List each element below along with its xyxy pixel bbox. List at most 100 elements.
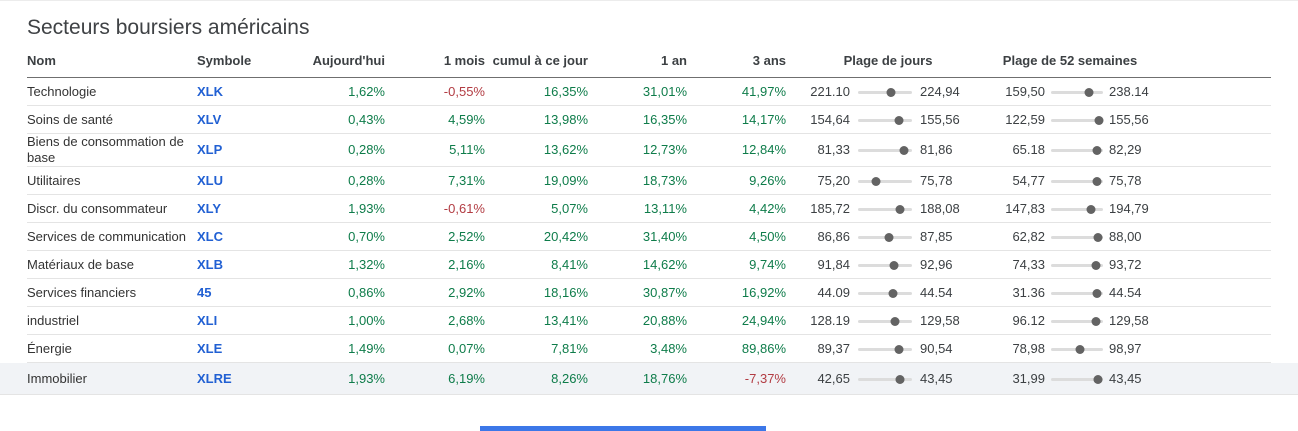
symbol-link[interactable]: XLE <box>197 340 223 356</box>
slider-track <box>858 118 912 122</box>
col-header-plage-52sem: Plage de 52 semaines <box>1002 53 1138 68</box>
slider-dot-icon <box>894 115 903 125</box>
symbol-link[interactable]: XLB <box>197 256 223 272</box>
1-month-change: 6,19% <box>448 370 485 386</box>
symbol-link[interactable]: XLU <box>197 172 223 188</box>
table-row[interactable]: Services financiers 45 0,86% 2,92% 18,16% 30,… <box>27 279 1271 307</box>
day-range-slider <box>858 315 912 327</box>
table-row[interactable]: Technologie XLK 1,62% -0,55% 16,35% 31,01% 41,… <box>27 78 1271 106</box>
52-week-range-low: 31.36 <box>1012 284 1045 300</box>
symbol-link[interactable]: XLP <box>197 142 223 157</box>
sector-name: Services de communication <box>27 228 186 244</box>
table-header: Nom Symbole Aujourd'hui 1 mois cumul à c… <box>27 41 1271 78</box>
slider-dot-icon <box>1091 260 1101 270</box>
today-change: 1,49% <box>348 340 385 356</box>
1-year-change: 18,76% <box>642 370 687 386</box>
3-year-change: -7,37% <box>744 370 786 386</box>
today-change: 1,00% <box>348 312 385 328</box>
sector-name: Soins de santé <box>27 111 114 127</box>
52-week-range-cell: 31,99 43,45 <box>990 371 1220 387</box>
3-year-change: 4,50% <box>749 228 786 244</box>
52-week-range-high: 238.14 <box>1109 83 1149 99</box>
ytd-change: 13,62% <box>543 142 588 157</box>
52-week-range-high: 155,56 <box>1109 111 1149 127</box>
day-range-high: 43,45 <box>920 370 953 386</box>
table-row[interactable]: Discr. du consommateur XLY 1,93% -0,61% 5,07… <box>27 195 1271 223</box>
3-year-change: 41,97% <box>741 83 786 99</box>
52-week-range-cell: 122,59 155,56 <box>990 112 1220 128</box>
day-range-low: 91,84 <box>817 256 850 272</box>
table-row[interactable]: Utilitaires XLU 0,28% 7,31% 19,09% 18,73% 9,26… <box>27 167 1271 195</box>
day-range-slider <box>858 231 912 243</box>
table-row[interactable]: Énergie XLE 1,49% 0,07% 7,81% 3,48% 89,86% 89,3… <box>27 335 1271 363</box>
52-week-range-low: 54,77 <box>1012 172 1045 188</box>
day-range-low: 81,33 <box>817 142 850 157</box>
bottom-scroll-indicator[interactable] <box>480 426 766 431</box>
slider-dot-icon <box>895 374 905 384</box>
52-week-range-slider <box>1051 86 1103 98</box>
table-row[interactable]: Biens de consommation de base XLP 0,28% 5,1… <box>27 134 1271 167</box>
col-header-1mois: 1 mois <box>443 53 485 68</box>
slider-dot-icon <box>1093 374 1103 384</box>
today-change: 0,28% <box>348 142 385 157</box>
today-change: 1,62% <box>348 83 385 99</box>
slider-dot-icon <box>1092 146 1102 155</box>
day-range-low: 185,72 <box>810 200 850 216</box>
slider-dot-icon <box>899 146 909 155</box>
52-week-range-low: 159,50 <box>1005 83 1045 99</box>
table-row[interactable]: Services de communication XLC 0,70% 2,52% 20… <box>27 223 1271 251</box>
52-week-range-slider <box>1051 231 1103 243</box>
page-title: Secteurs boursiers américains <box>27 16 310 39</box>
day-range-cell: 42,65 43,45 <box>786 371 990 387</box>
table-row[interactable]: Immobilier XLRE 1,93% 6,19% 8,26% 18,76% -7,37… <box>0 363 1298 395</box>
1-month-change: 2,52% <box>448 228 485 244</box>
slider-dot-icon <box>871 176 881 186</box>
day-range-high: 90,54 <box>920 340 953 356</box>
slider-track <box>1051 207 1103 211</box>
3-year-change: 4,42% <box>749 200 786 216</box>
day-range-slider <box>858 203 912 215</box>
1-month-change: 5,11% <box>449 142 485 157</box>
52-week-range-slider <box>1051 315 1103 327</box>
slider-dot-icon <box>895 204 905 214</box>
today-change: 1,93% <box>348 200 385 216</box>
52-week-range-high: 44.54 <box>1109 284 1142 300</box>
symbol-link[interactable]: XLRE <box>197 370 232 386</box>
day-range-low: 86,86 <box>817 228 850 244</box>
52-week-range-slider <box>1051 175 1103 187</box>
slider-dot-icon <box>890 316 900 326</box>
table-row[interactable]: industriel XLI 1,00% 2,68% 13,41% 20,88% 24,94… <box>27 307 1271 335</box>
slider-track <box>858 347 912 351</box>
day-range-low: 154,64 <box>810 111 850 127</box>
symbol-link[interactable]: XLY <box>197 200 222 216</box>
sector-name: Utilitaires <box>27 172 81 188</box>
slider-track <box>1051 319 1103 323</box>
day-range-low: 221.10 <box>810 83 850 99</box>
slider-dot-icon <box>1092 288 1102 298</box>
1-year-change: 16,35% <box>642 111 687 127</box>
day-range-high: 44.54 <box>920 284 953 300</box>
sector-name: Immobilier <box>27 370 87 386</box>
symbol-link[interactable]: XLV <box>197 111 222 127</box>
day-range-low: 42,65 <box>817 370 850 386</box>
52-week-range-cell: 159,50 238.14 <box>990 84 1220 100</box>
ytd-change: 13,98% <box>543 111 588 127</box>
day-range-slider <box>858 175 912 187</box>
slider-dot-icon <box>888 288 898 298</box>
table-row[interactable]: Soins de santé XLV 0,43% 4,59% 13,98% 16,35% 1… <box>27 106 1271 134</box>
slider-track <box>1051 90 1103 94</box>
sector-name: Technologie <box>27 83 97 99</box>
52-week-range-slider <box>1051 287 1103 299</box>
day-range-cell: 81,33 81,86 <box>786 142 990 158</box>
day-range-slider <box>858 373 912 385</box>
symbol-link[interactable]: 45 <box>197 284 212 300</box>
day-range-slider <box>858 86 912 98</box>
slider-track <box>1051 179 1103 183</box>
day-range-low: 75,20 <box>817 172 850 188</box>
52-week-range-slider <box>1051 259 1103 271</box>
symbol-link[interactable]: XLK <box>197 83 223 99</box>
symbol-link[interactable]: XLC <box>197 228 223 244</box>
ytd-change: 5,07% <box>551 200 588 216</box>
symbol-link[interactable]: XLI <box>197 312 218 328</box>
table-row[interactable]: Matériaux de base XLB 1,32% 2,16% 8,41% 14,62… <box>27 251 1271 279</box>
